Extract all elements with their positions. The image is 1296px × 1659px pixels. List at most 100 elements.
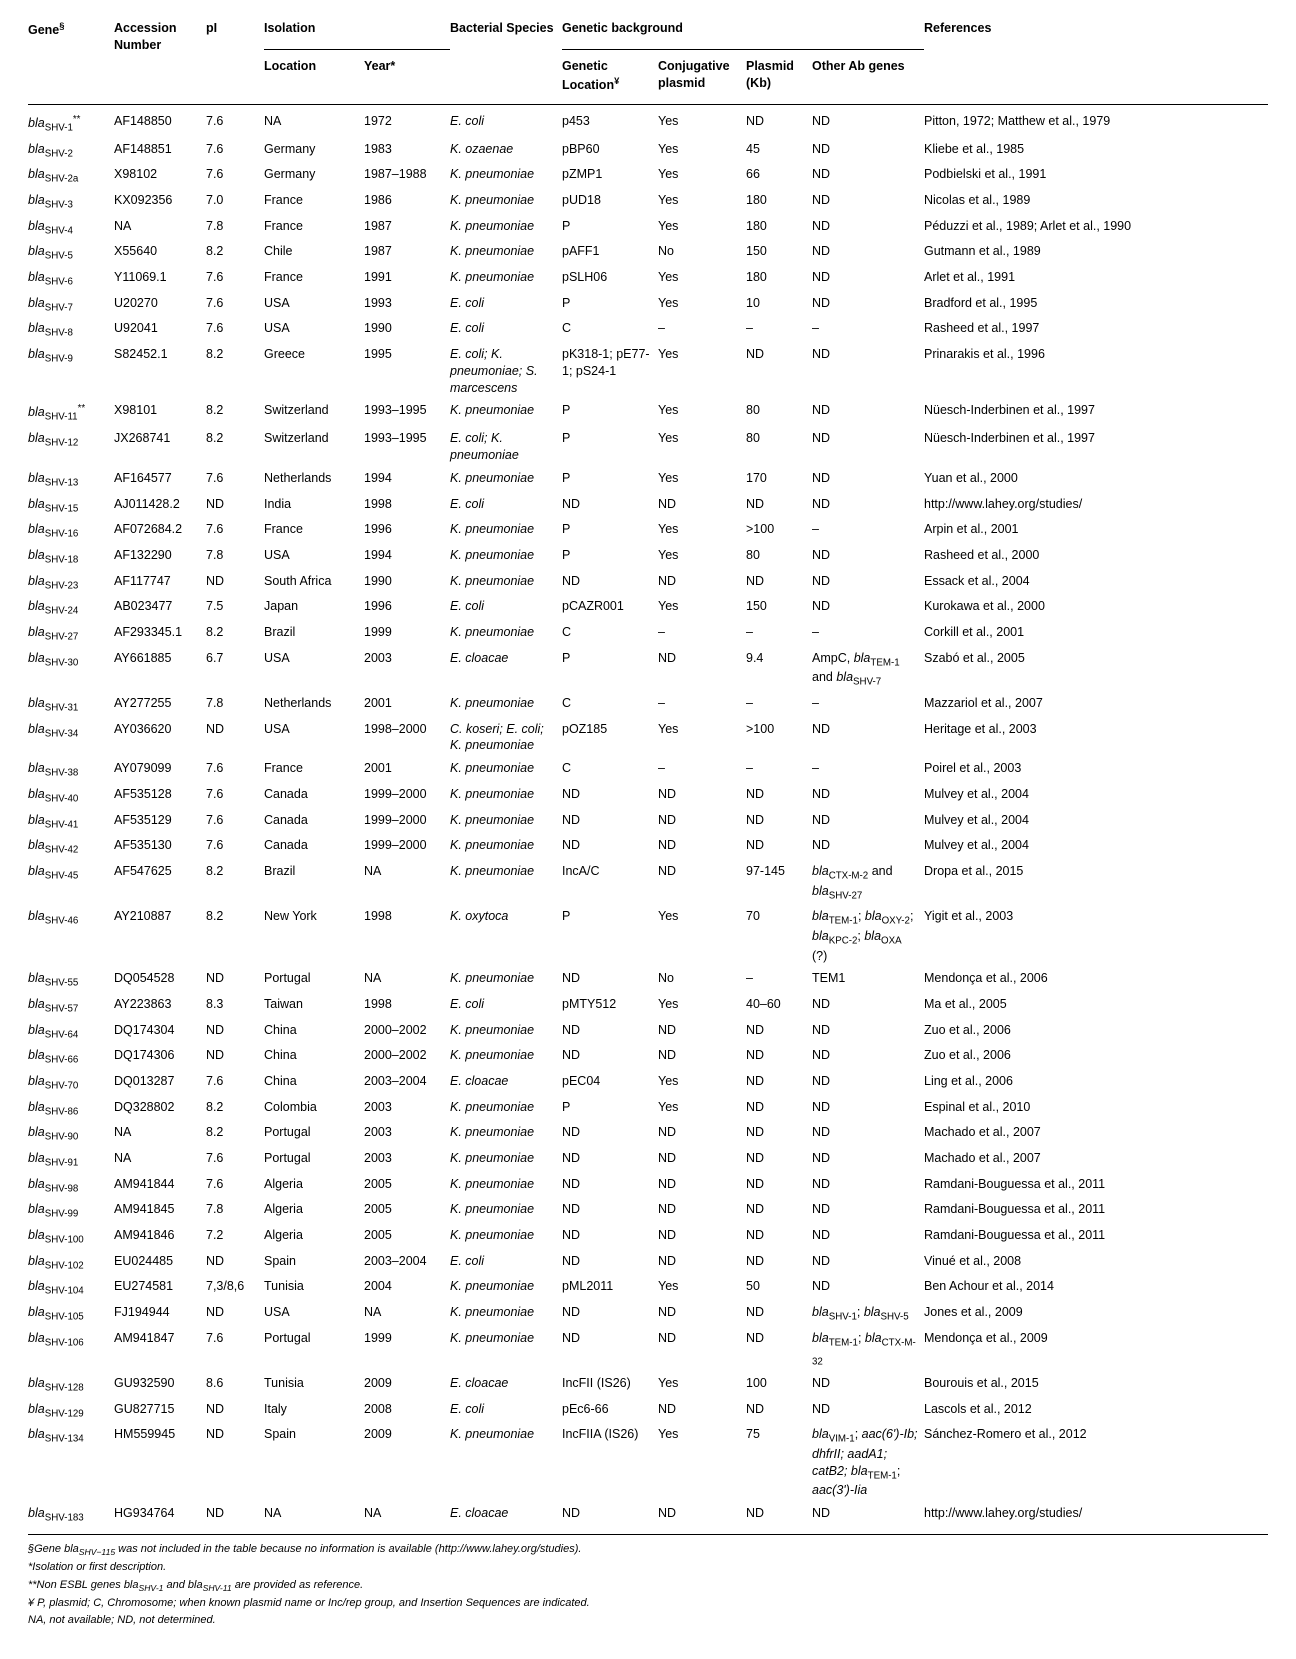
cell-species: K. pneumoniae (450, 518, 562, 544)
cell-accession: AM941846 (114, 1224, 206, 1250)
cell-other-ab: TEM1 (812, 967, 924, 993)
header-isolation: Isolation (264, 20, 450, 49)
cell-species: K. pneumoniae (450, 860, 562, 905)
table-row: blaSHV-90NA8.2Portugal2003K. pneumoniaeN… (28, 1121, 1268, 1147)
cell-pi: ND (206, 1250, 264, 1276)
cell-g-location: P (562, 647, 658, 692)
cell-conjugative: ND (658, 1198, 746, 1224)
cell-g-location: pZMP1 (562, 163, 658, 189)
table-row: blaSHV-64DQ174304NDChina2000–2002K. pneu… (28, 1019, 1268, 1045)
cell-conjugative: No (658, 967, 746, 993)
table-row: blaSHV-128GU9325908.6Tunisia2009E. cloac… (28, 1372, 1268, 1398)
cell-other-ab: blaVIM-1; aac(6')-Ib; dhfrII; aadA1; cat… (812, 1423, 924, 1502)
cell-year: NA (364, 1502, 450, 1528)
cell-accession: DQ013287 (114, 1070, 206, 1096)
cell-year: 1990 (364, 570, 450, 596)
cell-year: 2009 (364, 1423, 450, 1502)
cell-g-location: P (562, 544, 658, 570)
cell-species: E. coli (450, 1398, 562, 1424)
cell-g-location: ND (562, 783, 658, 809)
cell-other-ab: ND (812, 1275, 924, 1301)
cell-reference: Zuo et al., 2006 (924, 1044, 1268, 1070)
cell-pi: ND (206, 1044, 264, 1070)
cell-reference: Zuo et al., 2006 (924, 1019, 1268, 1045)
cell-other-ab: ND (812, 1398, 924, 1424)
cell-location: China (264, 1044, 364, 1070)
footnote-4: ¥ P, plasmid; C, Chromosome; when known … (28, 1595, 1268, 1612)
cell-gene: blaSHV-106 (28, 1327, 114, 1372)
cell-year: 1993–1995 (364, 399, 450, 427)
cell-species: K. pneumoniae (450, 1423, 562, 1502)
cell-pi: 8.2 (206, 621, 264, 647)
cell-species: K. pneumoniae (450, 1044, 562, 1070)
cell-species: K. pneumoniae (450, 692, 562, 718)
cell-conjugative: ND (658, 1121, 746, 1147)
cell-plasmid: 45 (746, 138, 812, 164)
cell-other-ab: ND (812, 1147, 924, 1173)
cell-location: Switzerland (264, 427, 364, 467)
footnote-5: NA, not available; ND, not determined. (28, 1612, 1268, 1629)
cell-plasmid: ND (746, 1250, 812, 1276)
cell-year: 2003–2004 (364, 1250, 450, 1276)
cell-accession: NA (114, 1121, 206, 1147)
cell-other-ab: ND (812, 1070, 924, 1096)
table-row: blaSHV-30AY6618856.7USA2003E. cloacaePND… (28, 647, 1268, 692)
cell-g-location: ND (562, 1147, 658, 1173)
table-row: blaSHV-18AF1322907.8USA1994K. pneumoniae… (28, 544, 1268, 570)
cell-accession: U92041 (114, 317, 206, 343)
cell-plasmid: – (746, 317, 812, 343)
cell-accession: AF535129 (114, 809, 206, 835)
cell-reference: Machado et al., 2007 (924, 1121, 1268, 1147)
cell-reference: Pitton, 1972; Matthew et al., 1979 (924, 104, 1268, 137)
cell-reference: Bradford et al., 1995 (924, 292, 1268, 318)
table-row: blaSHV-99AM9418457.8Algeria2005K. pneumo… (28, 1198, 1268, 1224)
cell-reference: Kurokawa et al., 2000 (924, 595, 1268, 621)
cell-conjugative: Yes (658, 266, 746, 292)
cell-g-location: C (562, 757, 658, 783)
cell-pi: 7.6 (206, 809, 264, 835)
cell-accession: AF148850 (114, 104, 206, 137)
cell-location: Greece (264, 343, 364, 400)
cell-plasmid: 150 (746, 595, 812, 621)
cell-year: 2003 (364, 647, 450, 692)
cell-pi: 7.8 (206, 215, 264, 241)
cell-location: France (264, 518, 364, 544)
cell-plasmid: 50 (746, 1275, 812, 1301)
cell-year: 1998 (364, 993, 450, 1019)
cell-accession: DQ054528 (114, 967, 206, 993)
cell-reference: Kliebe et al., 1985 (924, 138, 1268, 164)
cell-location: China (264, 1070, 364, 1096)
cell-conjugative: – (658, 621, 746, 647)
table-row: blaSHV-16AF072684.27.6France1996K. pneum… (28, 518, 1268, 544)
table-row: blaSHV-11**X981018.2Switzerland1993–1995… (28, 399, 1268, 427)
cell-pi: ND (206, 1423, 264, 1502)
table-body: blaSHV-1**AF1488507.6NA1972E. colip453Ye… (28, 104, 1268, 1528)
cell-reference: Ling et al., 2006 (924, 1070, 1268, 1096)
cell-plasmid: ND (746, 1147, 812, 1173)
cell-g-location: P (562, 399, 658, 427)
cell-pi: 7.6 (206, 757, 264, 783)
cell-year: 2001 (364, 692, 450, 718)
cell-year: 1995 (364, 343, 450, 400)
cell-pi: 8.3 (206, 993, 264, 1019)
cell-gene: blaSHV-24 (28, 595, 114, 621)
cell-conjugative: ND (658, 860, 746, 905)
cell-year: 1998 (364, 493, 450, 519)
cell-other-ab: ND (812, 493, 924, 519)
cell-plasmid: ND (746, 1327, 812, 1372)
cell-pi: ND (206, 493, 264, 519)
cell-plasmid: ND (746, 1070, 812, 1096)
cell-other-ab: ND (812, 266, 924, 292)
cell-other-ab: ND (812, 138, 924, 164)
cell-species: K. pneumoniae (450, 163, 562, 189)
cell-species: K. pneumoniae (450, 1301, 562, 1327)
cell-location: Italy (264, 1398, 364, 1424)
cell-other-ab: ND (812, 240, 924, 266)
cell-conjugative: ND (658, 1502, 746, 1528)
cell-location: France (264, 266, 364, 292)
cell-reference: Mendonça et al., 2009 (924, 1327, 1268, 1372)
cell-plasmid: 80 (746, 399, 812, 427)
cell-conjugative: Yes (658, 138, 746, 164)
cell-other-ab: ND (812, 809, 924, 835)
cell-conjugative: – (658, 757, 746, 783)
